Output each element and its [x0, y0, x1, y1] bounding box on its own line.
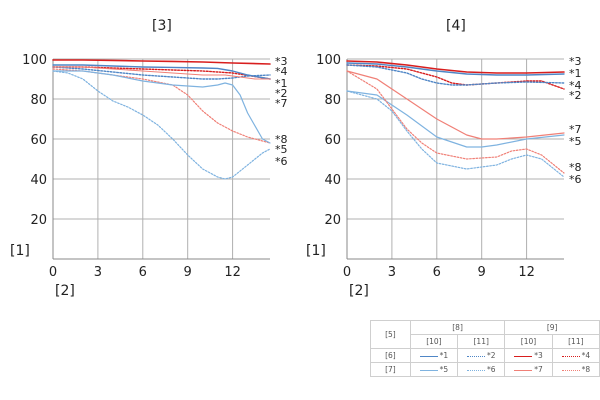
- y-tick-label: 100: [22, 53, 47, 68]
- x-tick-label: 0: [49, 265, 57, 280]
- series-line-star2: [346, 64, 565, 86]
- x-tick-label: 6: [433, 265, 441, 280]
- series-line-star7: [346, 70, 565, 140]
- y-tick-label: 20: [30, 213, 47, 228]
- series-end-label: *2: [569, 89, 582, 102]
- series-end-label: *3: [275, 55, 288, 68]
- series-line-star6: [346, 90, 565, 178]
- x-axis-marker-left: [2]: [55, 283, 75, 299]
- chart-left-title: [3]: [152, 18, 172, 34]
- legend-entry-label: *3: [534, 351, 543, 360]
- series-end-label: *4: [569, 79, 582, 92]
- chart-right: 20 40 60 80 100 0 3 6 9 12 *3*1*4*2 *7*5 *8*6: [316, 53, 582, 280]
- series-end-label: *1: [275, 77, 288, 90]
- legend-entry-label: *2: [486, 351, 496, 360]
- y-axis-marker-right: [1]: [306, 243, 326, 259]
- y-tick-label: 100: [316, 53, 341, 68]
- legend-sub-4: [11]: [551, 334, 600, 349]
- series-line-star8: [52, 66, 271, 80]
- series-end-label: *8: [275, 133, 288, 146]
- legend-sub-3: [10]: [504, 334, 553, 349]
- legend-swatch-8: [561, 369, 580, 371]
- series-line-star3: [52, 59, 271, 65]
- chart-left: 20 40 60 80 100 0 3 6 9 12 *3*4*1*2*7 *8*5*6: [22, 53, 288, 280]
- legend-sub-2: [11]: [457, 334, 506, 349]
- series-end-label: *7: [275, 97, 288, 110]
- series-line-star8: [346, 70, 565, 174]
- series-end-label: *4: [275, 65, 288, 78]
- legend-group-1: [8]: [409, 320, 506, 335]
- series-end-label: *5: [569, 135, 582, 148]
- legend-entry-5: *5: [409, 362, 459, 377]
- series-end-label: *8: [569, 161, 582, 174]
- legend-entry-label: *1: [439, 351, 449, 360]
- legend-entry-label: *4: [581, 351, 591, 360]
- y-tick-label: 40: [30, 173, 47, 188]
- series-line-star6: [52, 70, 271, 180]
- x-axis-marker-right: [2]: [349, 283, 369, 299]
- y-tick-label: 40: [324, 173, 341, 188]
- x-tick-label: 3: [94, 265, 102, 280]
- x-tick-label: 9: [478, 265, 486, 280]
- legend-entry-3: *3: [504, 348, 553, 363]
- legend-swatch-4: [561, 355, 580, 357]
- y-tick-label: 60: [324, 133, 341, 148]
- legend-entry-4: *4: [551, 348, 600, 363]
- series-line-star5: [52, 70, 271, 144]
- series-end-label: *6: [275, 155, 288, 168]
- series-end-label: *7: [569, 123, 582, 136]
- legend-swatch-5: [419, 369, 438, 371]
- legend-group-2: [9]: [504, 320, 600, 335]
- chart-right-title: [4]: [446, 18, 466, 34]
- legend-entry-7: *7: [504, 362, 553, 377]
- y-tick-label: 20: [324, 213, 341, 228]
- series-line-star3: [346, 60, 565, 74]
- legend-swatch-2: [466, 355, 485, 357]
- legend-swatch-1: [419, 355, 438, 357]
- legend-entry-label: *7: [534, 365, 543, 374]
- x-tick-label: 0: [343, 265, 351, 280]
- y-tick-label: 80: [30, 93, 47, 108]
- legend-entry-8: *8: [551, 362, 600, 377]
- series-line-star4: [346, 64, 565, 90]
- y-tick-label: 60: [30, 133, 47, 148]
- legend-entry-2: *2: [457, 348, 506, 363]
- legend-entry-label: *6: [486, 365, 496, 374]
- x-tick-label: 12: [224, 265, 241, 280]
- legend-row-1: [6]: [370, 348, 411, 363]
- y-axis-marker-left: [1]: [10, 243, 30, 259]
- series-line-star1: [346, 62, 565, 76]
- legend-swatch-3: [514, 355, 533, 357]
- series-end-label: *3: [569, 55, 582, 68]
- legend-swatch-6: [466, 369, 485, 371]
- legend-swatch-7: [514, 369, 533, 371]
- series-line-star7: [52, 68, 271, 144]
- series-end-label: *6: [569, 173, 582, 186]
- series-end-label: *2: [275, 87, 288, 100]
- series-end-label: *1: [569, 67, 582, 80]
- x-tick-label: 3: [388, 265, 396, 280]
- x-tick-label: 12: [518, 265, 535, 280]
- x-tick-label: 9: [184, 265, 192, 280]
- legend-entry-6: *6: [457, 362, 506, 377]
- legend-entry-label: *5: [439, 365, 449, 374]
- legend-sub-1: [10]: [409, 334, 459, 349]
- x-tick-label: 6: [139, 265, 147, 280]
- legend-entry-1: *1: [409, 348, 459, 363]
- y-tick-label: 80: [324, 93, 341, 108]
- legend-row-2: [7]: [370, 362, 411, 377]
- legend-table: [5] [8] [9] [10] [11] [10] [11] [6] *1 *…: [370, 320, 600, 377]
- legend-corner: [5]: [370, 320, 411, 349]
- legend-entry-label: *8: [581, 365, 591, 374]
- series-end-label: *5: [275, 143, 288, 156]
- series-line-star1: [52, 64, 271, 80]
